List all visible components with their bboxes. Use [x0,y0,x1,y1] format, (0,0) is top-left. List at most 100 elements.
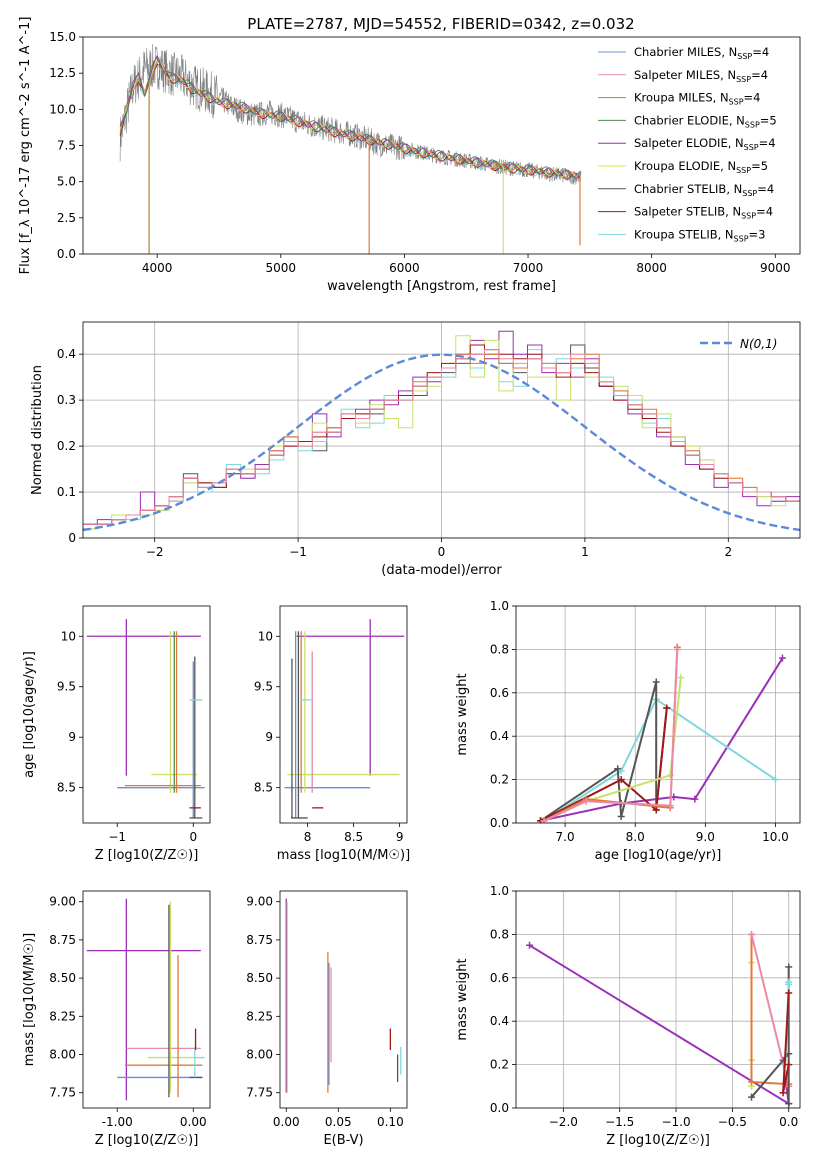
legend-label: Chabrier ELODIE, NSSP=5 [634,113,777,129]
y-tick-label: 7.5 [57,139,76,153]
x-axis-label: mass [log10(M/M☉)] [277,848,410,863]
x-tick-label: 2 [724,545,732,559]
panel-spectrum: 4000 5000 6000 7000 8000 9000 0.0 2.5 5.0 7.5 10.0… [18,17,801,294]
y-axis-label: mass weight [455,958,470,1040]
plot-area [86,619,205,819]
axes-frame [82,605,211,824]
y-tick-label: 0.4 [490,1014,509,1028]
x-tick-label: 1 [581,545,589,559]
panel-mass_vs_ebv: 0.00 0.05 0.10 7.75 8.00 8.25 8.50 8.75 9.00 E(B-… [246,890,408,1148]
y-tick-label: 7.75 [49,1086,76,1100]
y-tick-label: 9 [265,730,273,744]
x-tick-label: 8000 [636,261,667,275]
x-tick-label: 0.10 [377,1115,404,1129]
weight-line [540,707,668,822]
legend-label: Kroupa MILES, NSSP=4 [634,91,760,107]
x-tick-label: −1.0 [661,1115,690,1129]
plot-area [86,898,205,1101]
y-tick-label: 7.75 [246,1086,273,1100]
y-axis-label: Normed distribution [30,365,45,495]
y-axis-label: mass [log10(M/M☉)] [22,933,37,1066]
x-tick-label: −0.5 [718,1115,747,1129]
plot-area [284,619,405,819]
x-axis-label: wavelength [Angstrom, rest frame] [327,279,556,294]
y-tick-label: 0.1 [57,485,76,499]
plot-area [119,43,582,254]
x-tick-label: 8.0 [626,830,645,844]
observed-spectrum [119,43,582,185]
y-tick-label: 0.4 [57,347,76,361]
model-spectrum [119,64,582,181]
y-tick-label: 8.00 [49,1048,76,1062]
y-tick-label: 8.25 [49,1009,76,1023]
y-tick-label: 12.5 [49,66,76,80]
weight-line [543,697,777,822]
x-tick-label: -1.00 [102,1115,133,1129]
y-tick-label: 0.4 [490,729,509,743]
x-tick-label: 9.0 [696,830,715,844]
y-tick-label: 8.5 [254,781,273,795]
axes-frame [82,36,801,255]
panel-age_vs_z: −1 0 8.5 9 9.5 10 Z [log10(Z/Z☉)] age [log10(ag… [22,605,211,863]
panel-mass_vs_z: -1.00 0.00 7.75 8.00 8.25 8.50 8.75 9.00 Z [log1… [22,890,211,1148]
panel-residuals: −2 −1 0 1 2 0 0.1 0.2 0.3 0.4 (data-model)/error No… [30,321,801,578]
weight-line [543,649,679,822]
x-tick-label: −2.0 [549,1115,578,1129]
axes-frame [515,890,801,1109]
legend-label: N(0,1) [740,337,777,351]
x-axis-label: age [log10(age/yr)] [595,848,722,863]
legend-label: Salpeter MILES, NSSP=4 [634,68,768,84]
y-tick-label: 10.0 [49,102,76,116]
y-tick-label: 9.00 [49,895,76,909]
x-tick-label: 0 [438,545,446,559]
y-tick-label: 8.75 [49,933,76,947]
y-tick-label: 9 [68,730,76,744]
y-tick-label: 0.0 [490,1101,509,1115]
y-tick-label: 10 [61,629,76,643]
x-tick-label: 9000 [760,261,791,275]
x-tick-label: 0.0 [779,1115,798,1129]
y-tick-label: 5.0 [57,175,76,189]
axes-frame [82,321,801,539]
y-tick-label: 15.0 [49,30,76,44]
y-tick-label: 1.0 [490,599,509,613]
x-tick-label: 4000 [142,261,173,275]
normal-curve [83,353,800,532]
panel-weight_vs_age: 7.0 8.0 9.0 10.0 0.0 0.2 0.4 0.6 0.8 1.0 age [log1… [455,599,801,863]
y-tick-label: 9.00 [246,895,273,909]
x-tick-label: −2 [146,545,164,559]
y-tick-label: 8.25 [246,1009,273,1023]
model-spectrum [119,54,582,179]
y-tick-label: 2.5 [57,211,76,225]
y-tick-label: 0.0 [490,816,509,830]
x-axis-label: Z [log10(Z/Z☉)] [95,1133,199,1148]
legend-label: Kroupa ELODIE, NSSP=5 [634,159,768,175]
y-axis-label: age [log10(age/yr)] [22,651,37,778]
x-tick-label: −1 [108,830,126,844]
y-tick-label: 0 [68,531,76,545]
x-tick-label: 7000 [513,261,544,275]
y-tick-label: 1.0 [490,884,509,898]
x-tick-label: 0.05 [325,1115,352,1129]
figure-title: PLATE=2787, MJD=54552, FIBERID=0342, z=0… [247,15,634,33]
y-tick-label: 0.6 [490,971,509,985]
axes-frame [279,890,408,1109]
y-tick-label: 0.2 [57,439,76,453]
panel-weight_vs_z: −2.0 −1.5 −1.0 −0.5 0.0 0.0 0.2 0.4 0.6 0.8 1.0 Z [… [455,884,801,1148]
chart-panels: 4000 5000 6000 7000 8000 90000.02.55.07.510.0… [18,17,801,1148]
y-tick-label: 8.75 [246,933,273,947]
y-tick-label: 0.3 [57,393,76,407]
x-tick-label: −1.5 [605,1115,634,1129]
y-tick-label: 9.5 [254,680,273,694]
y-tick-label: 8.5 [57,781,76,795]
axes-frame [82,890,211,1109]
legend-label: Salpeter STELIB, NSSP=4 [634,205,773,221]
legend-label: Chabrier STELIB, NSSP=4 [634,182,774,198]
legend: Chabrier MILES, NSSP=4 Salpeter MILES, NS… [598,45,777,243]
y-tick-label: 0.8 [490,642,509,656]
plot-area [285,898,402,1093]
x-tick-label: 8 [304,830,312,844]
panel-age_vs_mass: 8 8.5 9 8.5 9 9.5 10 mass [log10(M/M☉)] [254,605,410,863]
x-tick-label: 10.0 [762,830,789,844]
